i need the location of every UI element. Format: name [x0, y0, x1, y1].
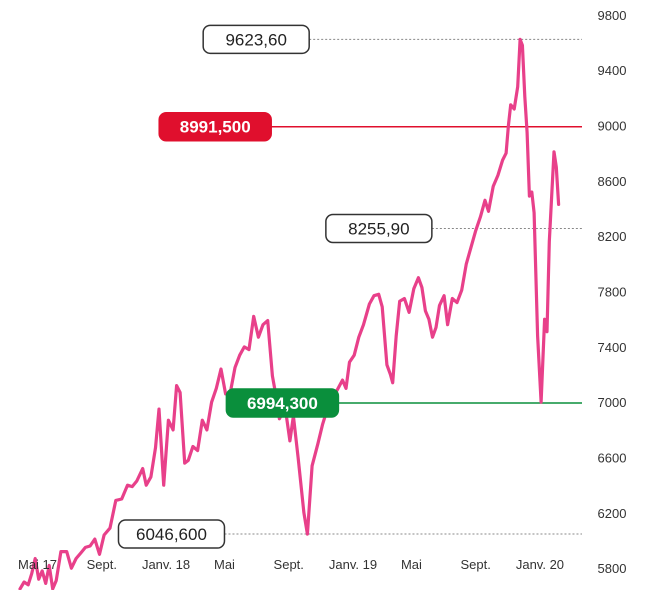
x-axis: Mai 17 Sept. Janv. 18 Mai Sept. Janv. 19 Mai Se…	[18, 557, 564, 572]
reference-lines	[224, 38, 582, 535]
annotation-box-neutral	[202, 24, 310, 55]
annotation-box-neutral	[117, 519, 226, 549]
x-tick-label: Sept.	[87, 557, 117, 572]
y-tick-label: 9400	[598, 63, 627, 78]
y-tick-label: 7000	[598, 395, 627, 410]
y-tick-label: 8600	[598, 174, 627, 189]
annotation-label: 8991,500	[180, 118, 251, 137]
annotation-box-red	[158, 111, 272, 142]
x-tick-label: Janv. 19	[329, 557, 377, 572]
series-line	[18, 37, 561, 590]
x-tick-label: Mai 17	[18, 557, 57, 572]
series-group	[18, 37, 561, 590]
y-tick-label: 9000	[598, 119, 627, 134]
annotation-label: 9623,60	[225, 30, 286, 49]
annotation-box-neutral	[325, 213, 433, 244]
annotation-box-green	[225, 388, 340, 418]
y-tick-label: 6600	[598, 451, 627, 466]
x-tick-label: Mai	[401, 557, 422, 572]
x-tick-label: Janv. 20	[516, 557, 564, 572]
y-axis: 5800 6200 6600 7000 7400 7800 8200 8600 9000 9400…	[598, 8, 627, 576]
y-tick-label: 8200	[598, 229, 627, 244]
x-tick-label: Mai	[214, 557, 235, 572]
x-tick-label: Sept.	[461, 557, 491, 572]
x-tick-label: Sept.	[274, 557, 304, 572]
y-tick-label: 7800	[598, 285, 627, 300]
y-tick-label: 5800	[598, 561, 627, 576]
x-tick-label: Janv. 18	[142, 557, 190, 572]
annotation-label: 6994,300	[247, 394, 318, 413]
annotation-label: 6046,600	[136, 525, 207, 544]
y-tick-label: 7400	[598, 340, 627, 355]
annotation-label: 8255,90	[348, 219, 409, 238]
y-tick-label: 9800	[598, 8, 627, 23]
annotation-labels: 9623,60 8991,500 8255,90 6994,300 6046,600	[117, 24, 433, 549]
y-tick-label: 6200	[598, 506, 627, 521]
